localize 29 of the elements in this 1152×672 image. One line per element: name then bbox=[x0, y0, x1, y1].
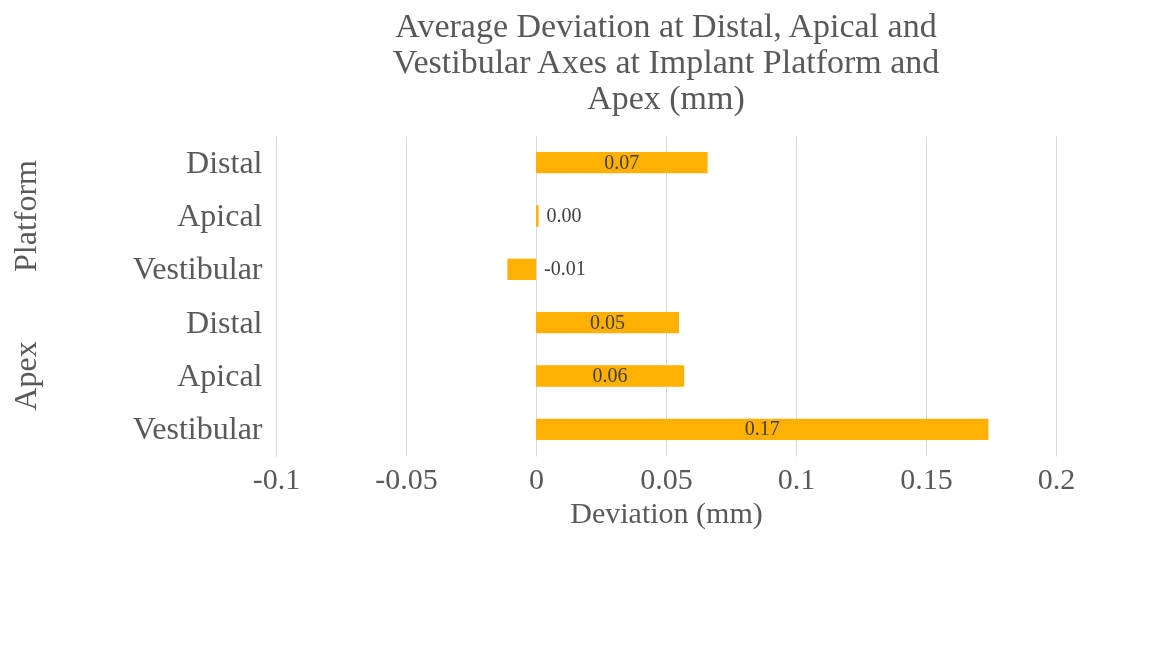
bar bbox=[507, 258, 536, 280]
x-axis-title: Deviation (mm) bbox=[570, 495, 763, 530]
text: Apex bbox=[7, 341, 43, 411]
x-tick-label: 0.15 bbox=[900, 461, 953, 495]
x-tick-label: 0.1 bbox=[777, 461, 816, 495]
x-tick-label: 0 bbox=[529, 461, 544, 495]
text: Platform bbox=[7, 159, 43, 272]
x-tick-label: 0.2 bbox=[1037, 461, 1076, 495]
x-tick-label: -0.1 bbox=[252, 461, 301, 495]
x-tick-label: 0.05 bbox=[640, 461, 693, 495]
bar bbox=[536, 312, 679, 334]
x-tick-label: -0.05 bbox=[375, 461, 438, 495]
data-label: 0.00 bbox=[546, 204, 582, 226]
y-tick-label: Vestibular bbox=[132, 410, 263, 447]
y-tick-label: Apical bbox=[177, 197, 263, 233]
bar bbox=[536, 418, 989, 440]
data-label: 0.05 bbox=[590, 310, 625, 333]
bar bbox=[536, 152, 708, 174]
y-tick-label: Vestibular bbox=[132, 250, 263, 287]
bar bbox=[536, 365, 685, 387]
data-label: -0.01 bbox=[544, 257, 586, 280]
data-label: 0.17 bbox=[744, 417, 780, 440]
y-tick-label: Distal bbox=[186, 143, 263, 180]
chart-title: Average Deviation at Distal, Apical and Vestibular Axes at Implant Platform and Apex (mm) bbox=[392, 7, 940, 117]
data-label: 0.07 bbox=[604, 150, 640, 173]
bar bbox=[536, 205, 539, 227]
data-label: 0.06 bbox=[592, 364, 628, 386]
y-tick-label: Apical bbox=[177, 357, 263, 393]
y-tick-label: Distal bbox=[186, 303, 263, 340]
